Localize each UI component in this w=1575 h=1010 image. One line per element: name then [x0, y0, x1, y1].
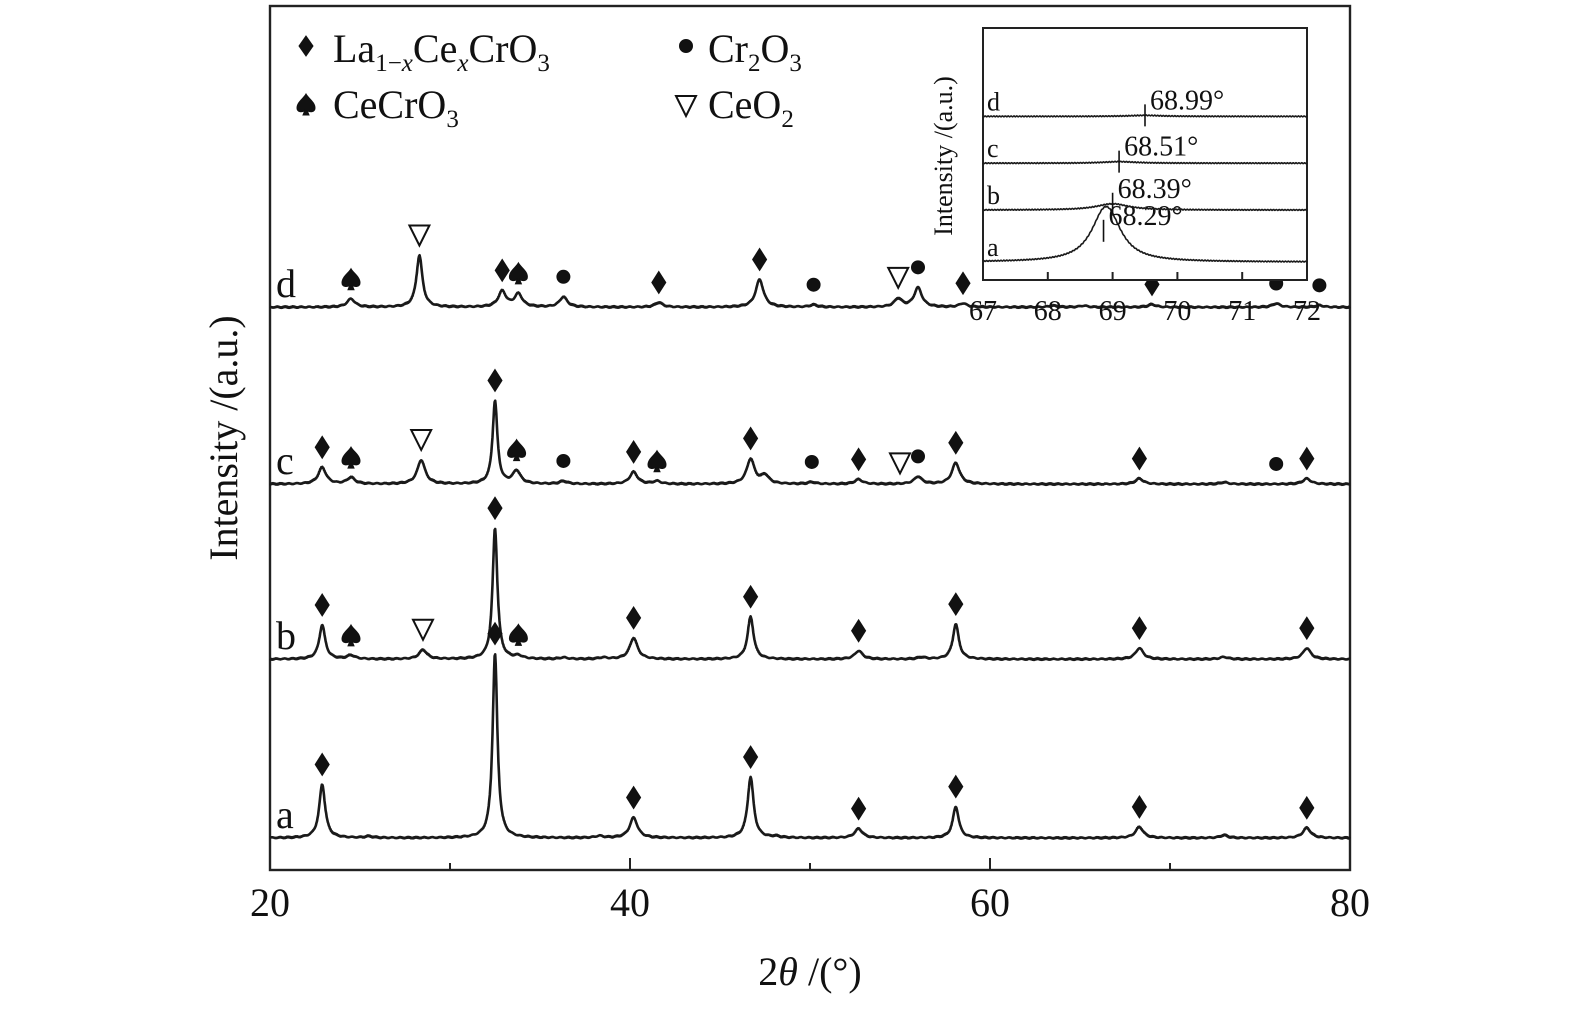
peak-marker-diamond-c — [1131, 446, 1147, 471]
main-markers — [314, 224, 1327, 821]
x-tick-label: 20 — [250, 880, 290, 925]
peak-marker-spade-c — [647, 449, 667, 473]
series-label-a: a — [276, 792, 294, 837]
inset-peak-label-c: 68.51° — [1124, 132, 1198, 163]
peak-marker-spade-b — [508, 623, 528, 646]
series-line-a — [269, 653, 1351, 840]
peak-marker-diamond-d — [955, 271, 971, 296]
peak-marker-circle-c — [804, 454, 819, 469]
main-traces: a b c d — [268, 254, 1352, 840]
peak-marker-triangle-down-open-d — [886, 266, 910, 291]
peak-marker-diamond-a — [314, 752, 330, 777]
peak-marker-diamond-c — [851, 447, 867, 472]
peak-marker-circle-c — [1269, 456, 1284, 471]
x-tick-label: 80 — [1330, 880, 1370, 925]
legend-label-cecro3: CeCrO3 — [333, 82, 459, 133]
inset-x-axis: 67 68 69 70 71 72 — [969, 272, 1321, 327]
peak-marker-triangle-down-open-c — [409, 428, 433, 453]
legend-diamond-symbol — [298, 35, 314, 57]
peak-marker-diamond-a — [1131, 794, 1147, 819]
peak-marker-diamond-d — [651, 270, 667, 295]
peak-marker-circle-d — [556, 269, 571, 284]
peak-marker-diamond-b — [948, 592, 964, 617]
peak-marker-diamond-a — [948, 774, 964, 799]
peak-marker-circle-d — [1312, 278, 1327, 293]
peak-marker-spade-c — [341, 445, 361, 469]
inset-frame — [982, 27, 1308, 281]
peak-marker-diamond-a — [487, 621, 503, 646]
series-line-b — [268, 527, 1351, 662]
peak-marker-diamond-c — [626, 439, 642, 464]
peak-marker-diamond-d — [494, 258, 510, 283]
inset-peak-label-a: 68.29° — [1109, 201, 1183, 232]
inset-series-line-b — [982, 202, 1308, 212]
peak-marker-diamond-b — [314, 593, 330, 617]
peak-marker-diamond-a — [851, 796, 867, 821]
inset-peak-label-b: 68.39° — [1118, 174, 1192, 205]
peak-marker-diamond-d — [752, 247, 768, 272]
inset-series-label-b: b — [987, 181, 1000, 210]
peak-marker-diamond-b — [487, 496, 503, 521]
peak-marker-diamond-c — [948, 430, 964, 455]
inset-x-tick-label: 68 — [1034, 296, 1062, 327]
inset-series-label-d: d — [987, 87, 1000, 116]
legend-open-triangle-symbol — [674, 95, 698, 119]
inset-series-label-c: c — [987, 134, 999, 163]
inset-y-axis-title: Intensity /(a.u.) — [929, 76, 958, 236]
inset-series-line-a — [982, 205, 1308, 263]
peak-marker-triangle-down-open-d — [407, 224, 432, 248]
x-axis: 20 40 60 80 — [250, 858, 1370, 925]
series-label-b: b — [276, 613, 296, 658]
inset-peak-label-d: 68.99° — [1150, 85, 1224, 116]
series-label-c: c — [276, 438, 294, 483]
peak-marker-diamond-c — [743, 426, 759, 451]
peak-marker-triangle-down-open-b — [411, 618, 435, 642]
x-axis-title: 2θ /(°) — [758, 949, 861, 994]
inset-x-tick-label: 70 — [1163, 296, 1191, 327]
peak-marker-diamond-b — [1299, 616, 1315, 641]
peak-marker-diamond-c — [487, 368, 503, 393]
peak-marker-spade-d — [508, 261, 528, 285]
series-line-d — [269, 254, 1352, 310]
peak-marker-spade-d — [341, 267, 361, 291]
peak-marker-diamond-c — [314, 435, 330, 460]
x-tick-label: 60 — [970, 880, 1010, 925]
inset-x-tick-label: 67 — [969, 296, 997, 327]
peak-marker-diamond-a — [626, 785, 642, 810]
y-axis-title: Intensity /(a.u.) — [201, 315, 246, 561]
legend-label-ceo2: CeO2 — [708, 82, 794, 133]
series-line-c — [269, 399, 1351, 486]
peak-marker-circle-c — [911, 449, 925, 464]
inset-traces: 68.29° a 68.39° b 68.51° c 68.99° d — [982, 85, 1308, 263]
inset-x-tick-label: 72 — [1293, 296, 1321, 327]
peak-marker-diamond-b — [743, 584, 759, 609]
inset-series-line-c — [982, 160, 1308, 165]
peak-marker-circle-c — [556, 453, 571, 468]
legend-spade-symbol — [296, 92, 316, 116]
x-tick-label: 40 — [610, 880, 650, 925]
legend: La1−xCexCrO3 Cr2O3 CeCrO3 CeO2 — [296, 26, 802, 133]
peak-marker-diamond-b — [626, 605, 642, 630]
legend-circle-symbol — [679, 39, 693, 53]
inset-x-tick-label: 69 — [1099, 296, 1127, 327]
inset-plot: 68.29° a 68.39° b 68.51° c 68.99° d 67 68 69 70 71 7… — [929, 27, 1321, 327]
legend-label-la-ce-cro3: La1−xCexCrO3 — [333, 26, 550, 77]
peak-marker-diamond-a — [1299, 795, 1315, 820]
peak-marker-spade-c — [507, 438, 527, 462]
series-label-d: d — [276, 261, 296, 306]
inset-x-tick-label: 71 — [1228, 296, 1256, 327]
peak-marker-spade-b — [341, 623, 361, 647]
peak-marker-circle-d — [911, 260, 925, 275]
inset-series-label-a: a — [987, 233, 999, 262]
peak-marker-diamond-a — [743, 745, 759, 769]
peak-marker-diamond-b — [851, 618, 867, 643]
peak-marker-diamond-b — [1131, 616, 1147, 641]
peak-marker-diamond-c — [1299, 446, 1315, 471]
peak-marker-circle-d — [806, 277, 821, 292]
peak-marker-triangle-down-open-c — [888, 452, 912, 476]
legend-label-cr2o3: Cr2O3 — [708, 26, 802, 77]
